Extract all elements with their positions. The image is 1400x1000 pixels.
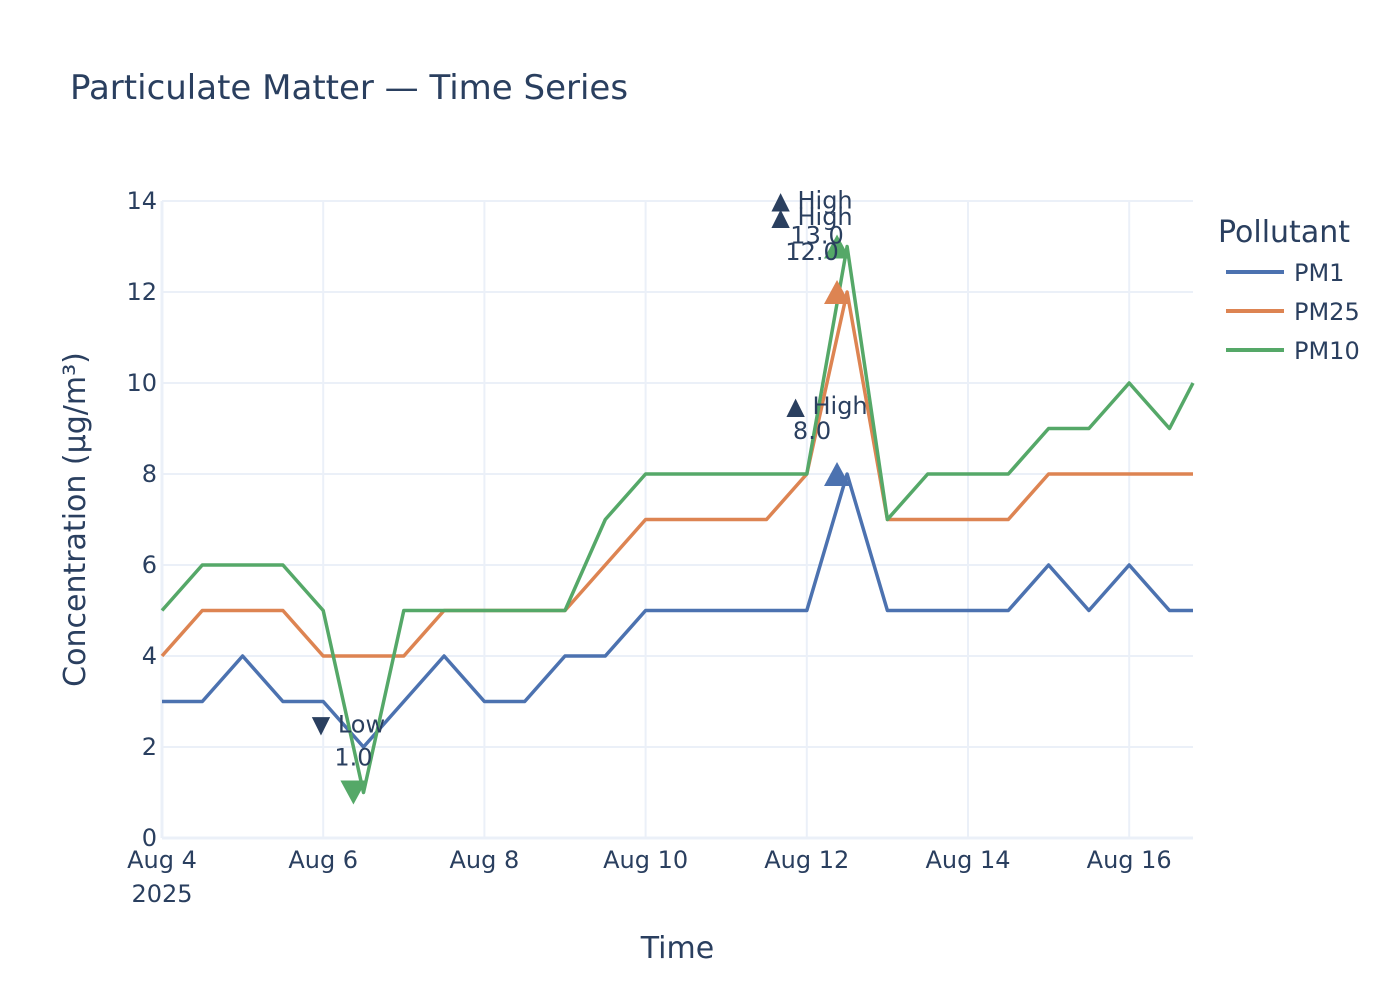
y-tick-label: 2 (142, 733, 157, 761)
x-tick-label: Aug 8 (450, 846, 520, 874)
legend-item-pm1[interactable]: PM1 (1226, 259, 1344, 287)
annotation-value: 12.0 (785, 238, 838, 266)
legend-label: PM10 (1294, 337, 1360, 365)
x-tick-label: Aug 14 (925, 846, 1010, 874)
chart-title: Particulate Matter — Time Series (70, 68, 629, 108)
legend-item-pm10[interactable]: PM10 (1226, 337, 1360, 365)
legend-label: PM1 (1294, 259, 1344, 287)
legend-item-pm25[interactable]: PM25 (1226, 298, 1360, 326)
y-tick-label: 0 (142, 824, 157, 852)
y-tick-label: 14 (126, 187, 157, 215)
series-line-pm25 (160, 290, 1193, 658)
axes: 0 2 4 6 8 10 12 14 Aug 4 2025 Aug 6 Aug 8 Aug 10 Aug … (126, 187, 1193, 908)
legend-label: PM25 (1294, 298, 1360, 326)
annotation-marker (824, 462, 851, 486)
x-tick-label: Aug 12 (764, 846, 849, 874)
x-tick-year-label: 2025 (131, 880, 192, 908)
annotation-label: ▲ High (786, 392, 867, 420)
annotation-label: ▲ High (771, 203, 852, 231)
annotation-value: 8.0 (793, 417, 831, 445)
series-line-pm10 (160, 244, 1195, 795)
x-tick-label: Aug 10 (603, 846, 688, 874)
x-tick-label: Aug 6 (288, 846, 358, 874)
y-tick-label: 8 (142, 460, 157, 488)
y-axis-title: Concentration (µg/m³) (58, 352, 93, 687)
annotation-marker (824, 234, 851, 259)
x-axis-title: Time (640, 931, 714, 966)
y-tick-label: 6 (142, 551, 157, 579)
annotation-label: ▼ Low (312, 711, 385, 739)
legend-title: Pollutant (1218, 215, 1350, 250)
annotation-value: 1.0 (334, 744, 372, 772)
y-tick-label: 4 (142, 642, 157, 670)
x-tick-label: Aug 16 (1087, 846, 1172, 874)
annotation-marker (340, 780, 367, 805)
y-tick-label: 10 (126, 369, 157, 397)
series-lines (160, 244, 1195, 795)
series-line-pm1 (162, 472, 1193, 749)
y-tick-label: 12 (126, 278, 157, 306)
legend[interactable]: Pollutant PM1 PM25 PM10 (1218, 215, 1360, 365)
annotation-label: ▲ High (771, 187, 852, 215)
annotation-value: 13.0 (790, 222, 843, 250)
x-tick-label: Aug 4 (127, 846, 197, 874)
annotation-marker (824, 280, 851, 304)
